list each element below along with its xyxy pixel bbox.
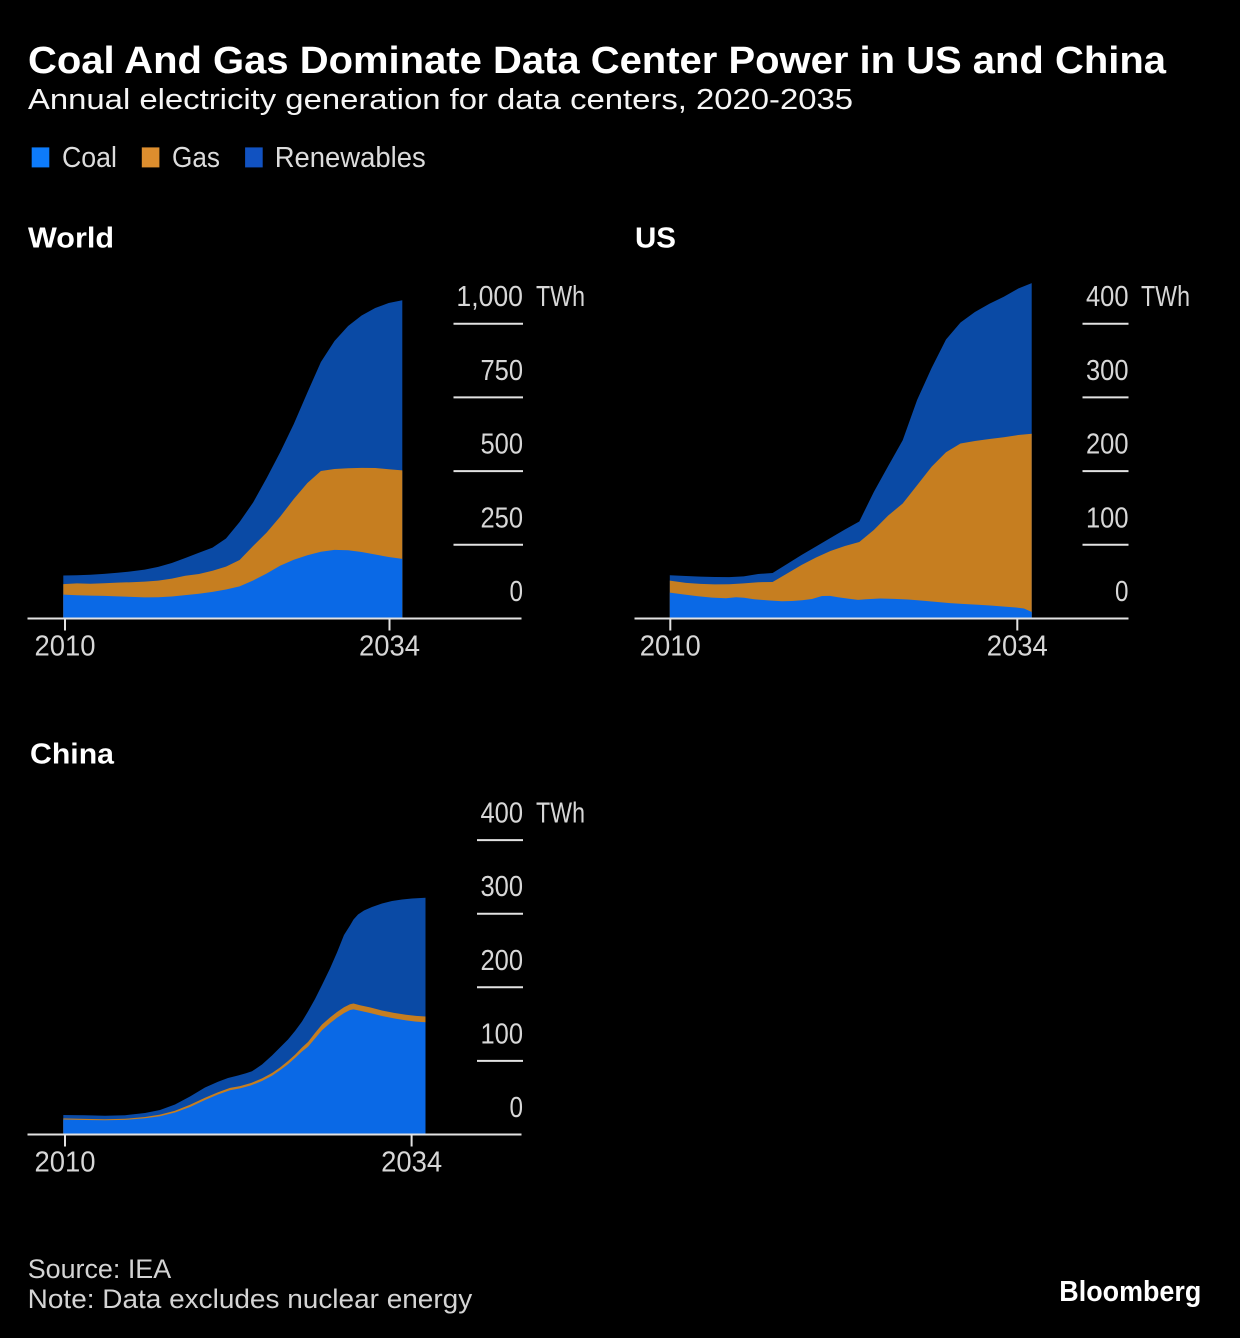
svg-text:Annual electricity generation: Annual electricity generation for data c… [28,84,853,116]
svg-text:2010: 2010 [35,1147,96,1179]
svg-text:US: US [635,223,676,255]
svg-text:200: 200 [1086,429,1129,461]
svg-text:1,000: 1,000 [456,281,523,313]
svg-text:2034: 2034 [381,1147,442,1179]
svg-text:Bloomberg: Bloomberg [1059,1276,1201,1308]
svg-text:300: 300 [481,871,524,903]
svg-text:World: World [28,223,114,255]
svg-text:200: 200 [481,945,524,977]
svg-text:Gas: Gas [172,142,220,174]
svg-text:Coal: Coal [62,142,117,174]
svg-text:2034: 2034 [987,631,1048,663]
svg-text:400: 400 [1086,281,1129,313]
svg-text:100: 100 [1086,502,1129,534]
svg-text:0: 0 [510,1092,524,1124]
svg-text:250: 250 [481,502,524,534]
svg-text:Renewables: Renewables [275,142,426,174]
svg-text:400: 400 [481,798,524,830]
svg-text:2010: 2010 [35,631,96,663]
svg-text:2010: 2010 [640,631,701,663]
svg-text:300: 300 [1086,355,1129,387]
svg-text:Source: IEA: Source: IEA [28,1254,172,1284]
svg-text:TWh: TWh [536,281,585,313]
svg-text:0: 0 [510,576,524,608]
svg-text:100: 100 [481,1018,524,1050]
svg-text:China: China [30,739,115,771]
svg-text:TWh: TWh [1141,281,1190,313]
svg-text:Coal And Gas Dominate Data Cen: Coal And Gas Dominate Data Center Power … [28,40,1167,82]
svg-text:2034: 2034 [359,631,420,663]
svg-text:TWh: TWh [536,798,585,830]
svg-text:0: 0 [1115,576,1129,608]
svg-text:Note: Data excludes nuclear en: Note: Data excludes nuclear energy [28,1284,473,1314]
svg-text:500: 500 [481,429,524,461]
svg-text:750: 750 [481,355,524,387]
